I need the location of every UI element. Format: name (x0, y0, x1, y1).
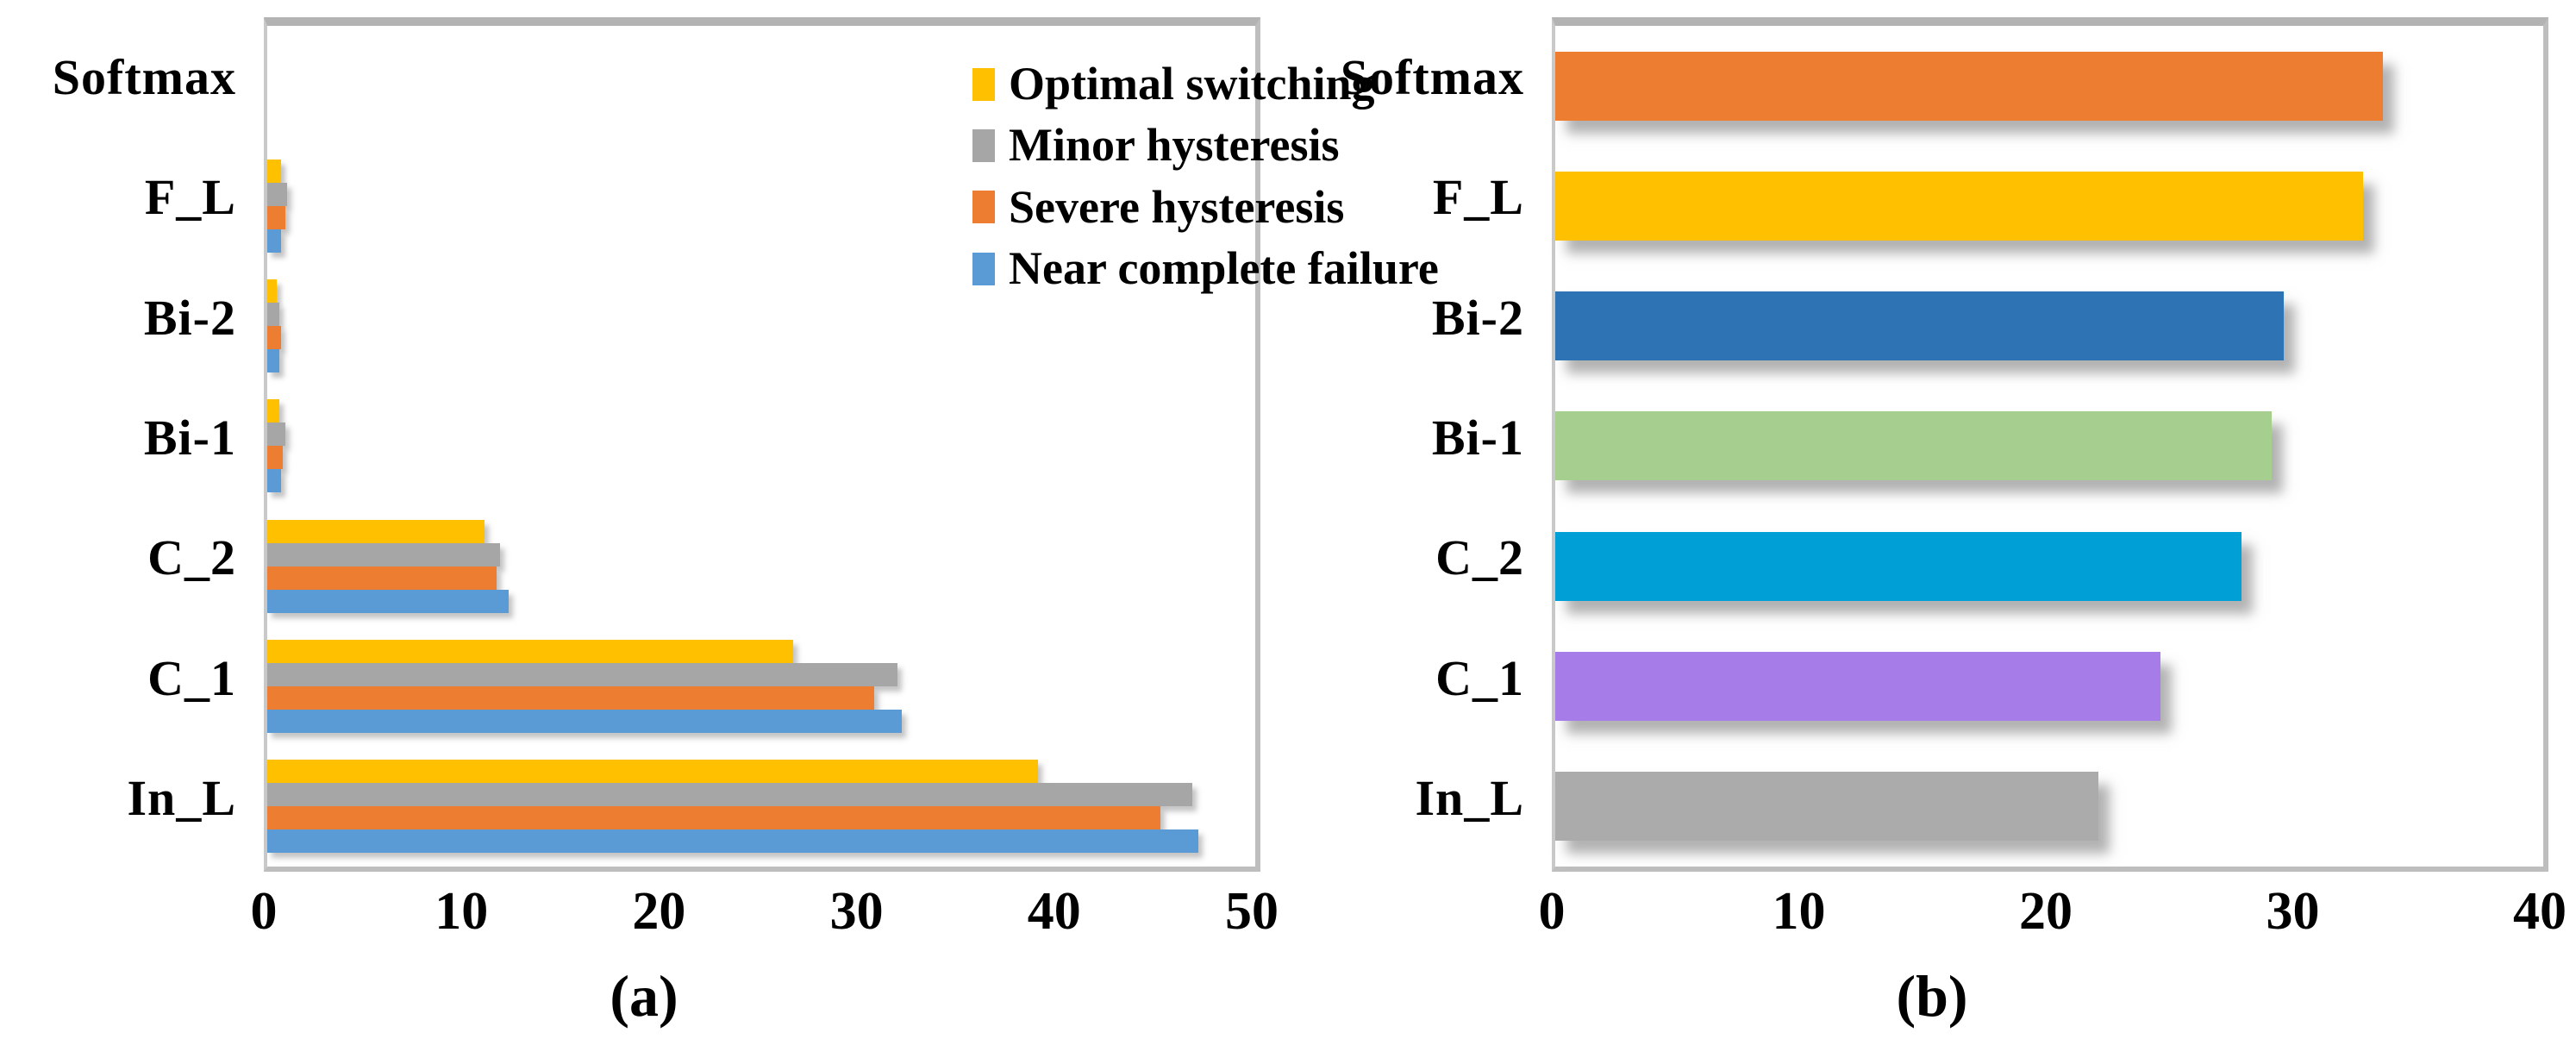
panel-b: Softmax F_L Bi-2 Bi-1 C_2 C_1 In_L 0 10 20 30 40 (… (1288, 0, 2576, 1064)
bar-row (267, 747, 1255, 867)
category-label: In_L (1415, 769, 1524, 826)
bar (267, 228, 282, 253)
bar (1555, 171, 2363, 241)
bar-row (267, 506, 1255, 626)
bar (267, 422, 285, 447)
category-labels-a: Softmax F_L Bi-2 Bi-1 C_2 C_1 In_L (0, 17, 253, 858)
bar (267, 303, 279, 327)
bar (1555, 51, 2383, 121)
bar (267, 566, 497, 590)
category-label: Softmax (1340, 49, 1524, 106)
bar (1555, 411, 2272, 481)
bar (267, 589, 509, 613)
bar (267, 159, 282, 183)
bar (1555, 652, 2160, 722)
x-tick-label: 50 (1225, 882, 1279, 941)
bar (1555, 291, 2285, 361)
bar (1555, 531, 2242, 601)
bar (267, 326, 282, 350)
bar (267, 760, 1038, 784)
legend-item: Optimal switching (972, 58, 1439, 110)
bar (267, 783, 1192, 807)
category-label: F_L (1432, 169, 1524, 226)
bar-row (1555, 626, 2543, 746)
x-tick-label: 30 (2266, 882, 2320, 941)
bar (1555, 772, 2099, 842)
x-tick-label: 20 (2019, 882, 2073, 941)
bar (267, 686, 874, 710)
bar-row (1555, 747, 2543, 867)
category-label: Bi-2 (143, 289, 236, 346)
x-tick-label: 30 (829, 882, 884, 941)
bar (267, 829, 1198, 854)
bar (267, 806, 1160, 830)
bar-row (1555, 266, 2543, 386)
caption-b: (b) (1896, 963, 1968, 1029)
x-tick-label: 40 (1027, 882, 1081, 941)
legend-color-swatch (972, 67, 995, 101)
legend-color-swatch (972, 191, 995, 224)
legend-item: Near complete failure (972, 242, 1439, 295)
x-tick-label: 10 (1772, 882, 1826, 941)
bar-row (1555, 506, 2543, 626)
category-label: In_L (127, 769, 236, 826)
bar (267, 446, 284, 470)
bar (267, 663, 898, 687)
bar (267, 349, 279, 373)
bar-group (267, 159, 1255, 253)
x-tick-label: 10 (435, 882, 489, 941)
legend-item: Severe hysteresis (972, 180, 1439, 233)
bar-group (267, 279, 1255, 373)
x-tick-label: 20 (632, 882, 686, 941)
bar (267, 279, 278, 304)
legend-item: Minor hysteresis (972, 119, 1439, 172)
bar (267, 519, 485, 543)
legend-label: Minor hysteresis (1009, 119, 1340, 172)
category-label: F_L (144, 169, 236, 226)
bar-row (267, 266, 1255, 386)
bar (267, 710, 902, 734)
caption-a: (a) (610, 963, 678, 1029)
category-label: C_2 (147, 529, 236, 586)
category-label: C_2 (1435, 529, 1524, 586)
x-axis-a: 0 10 20 30 40 50 (251, 881, 1279, 955)
bar-group (267, 399, 1255, 493)
plot-area-a: Optimal switching Minor hysteresis Severe … (264, 17, 1439, 872)
bar (267, 205, 285, 229)
bar (267, 182, 287, 206)
x-axis-b: 0 10 20 30 40 (1539, 881, 2567, 955)
category-label: Bi-1 (1431, 409, 1524, 466)
category-label: Bi-2 (1431, 289, 1524, 346)
legend-label: Optimal switching (1009, 58, 1375, 110)
x-tick-label: 0 (250, 882, 278, 941)
legend-label: Near complete failure (1009, 242, 1439, 295)
x-tick-label: 40 (2513, 882, 2567, 941)
bar-row (267, 386, 1255, 506)
bar-group (267, 760, 1255, 854)
category-label: C_1 (147, 649, 236, 706)
bar (267, 640, 793, 664)
legend: Optimal switching Minor hysteresis Severe … (972, 58, 1439, 295)
bar-row (1555, 146, 2543, 266)
bar (267, 542, 501, 566)
legend-color-swatch (972, 252, 995, 285)
x-tick-label: 0 (1538, 882, 1566, 941)
bar-row (267, 146, 1255, 266)
bar-row (1555, 386, 2543, 506)
category-labels-b: Softmax F_L Bi-2 Bi-1 C_2 C_1 In_L (1288, 17, 1541, 858)
bar-row (267, 626, 1255, 746)
plot-area-b (1552, 17, 2548, 872)
legend-color-swatch (972, 129, 995, 163)
category-label: Softmax (52, 49, 236, 106)
category-label: C_1 (1435, 649, 1524, 706)
bar (267, 469, 282, 493)
bar (267, 399, 279, 423)
bar-row (1555, 26, 2543, 146)
panel-a: Softmax F_L Bi-2 Bi-1 C_2 C_1 In_L Optimal swi… (0, 17, 1439, 1029)
bar-group (267, 640, 1255, 734)
bar-group (267, 519, 1255, 613)
legend-label: Severe hysteresis (1009, 180, 1345, 233)
category-label: Bi-1 (143, 409, 236, 466)
